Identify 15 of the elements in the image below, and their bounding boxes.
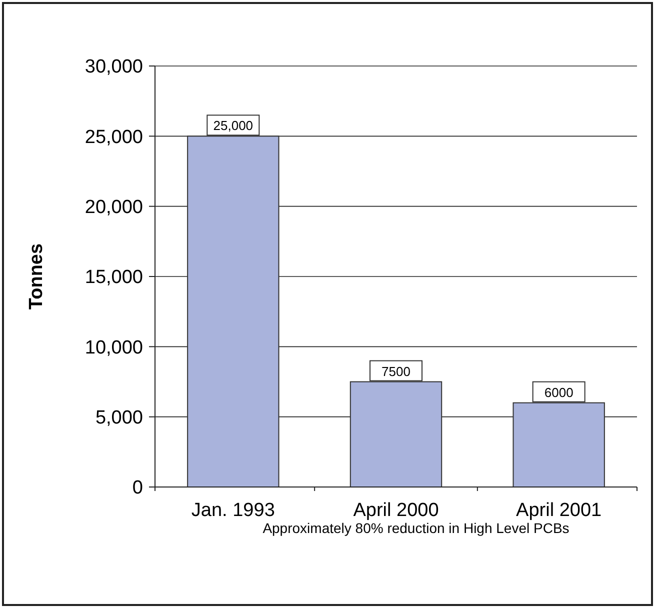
x-tick-label: Jan. 1993 — [191, 500, 275, 521]
y-tick-label: 15,000 — [84, 267, 143, 288]
data-label: 6000 — [544, 384, 574, 400]
y-tick-label: 25,000 — [84, 126, 143, 148]
y-tick-label: 10,000 — [84, 337, 143, 358]
x-tick-label: April 2001 — [516, 500, 602, 521]
data-label: 7500 — [382, 364, 410, 379]
x-tick-label: April 2000 — [353, 500, 439, 521]
text: Approximately 80% reduction in High Level PCBs — [262, 520, 570, 536]
y-axis-title: Tonnes — [26, 243, 47, 310]
y-tick-label: 20,000 — [84, 196, 143, 218]
data-label: 25,000 — [213, 118, 254, 134]
y-tick-label: 30,000 — [84, 56, 143, 78]
y-tick-label: 5,000 — [95, 407, 143, 428]
y-tick-label: 0 — [132, 478, 143, 499]
